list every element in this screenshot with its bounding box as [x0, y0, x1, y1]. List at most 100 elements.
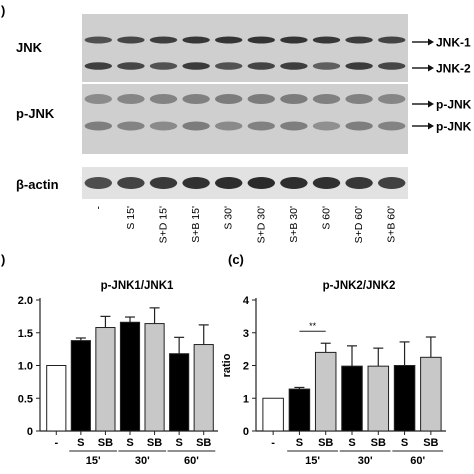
- blot-band: [345, 36, 373, 44]
- group-label: 15': [305, 455, 320, 467]
- western-blot-panel: ) JNK JNK-1 JNK-2 p-JNK p-JNK p-JNK β-actin - S 1…: [1, 3, 472, 243]
- blot-band: [247, 62, 275, 70]
- lane-label: S 30': [223, 206, 235, 230]
- blot-row-label: β-actin: [16, 177, 59, 192]
- chart-pjnk1-jnk1: ) p-JNK1/JNK1 0 0.5 1.0 1.5 2.0 - S SB S SB S SB 15' 30…: [1, 252, 218, 467]
- blot-band: [117, 121, 145, 131]
- blot-band: [215, 177, 243, 189]
- lane-label: -: [92, 206, 104, 210]
- bar: [314, 351, 337, 432]
- y-tick-label: 0: [243, 426, 249, 438]
- blot-band: [280, 94, 308, 104]
- bar: [420, 356, 442, 432]
- blot-band: [378, 94, 406, 104]
- blot-band: [280, 121, 308, 131]
- group-label: 60': [184, 455, 199, 467]
- significance-label: **: [309, 321, 317, 331]
- panel-label: ): [1, 252, 5, 267]
- blot-band: [378, 62, 406, 70]
- blot-band: [182, 121, 210, 131]
- blot-band: [117, 94, 145, 104]
- blot-band: [149, 121, 178, 131]
- blot-band: [84, 36, 112, 44]
- blot-band: [312, 121, 341, 131]
- bar: [288, 388, 311, 432]
- category-label: S: [296, 437, 303, 449]
- blot-band: [84, 121, 112, 131]
- arrow-icon: [428, 100, 434, 108]
- bar: [46, 365, 67, 432]
- blot-band: [149, 177, 178, 189]
- group-label: 30': [358, 455, 373, 467]
- bar: [341, 365, 363, 432]
- bar: [95, 327, 116, 432]
- blot-band: [215, 121, 243, 131]
- blot-strip-p-jnk: [82, 84, 408, 154]
- panel-label: (c): [228, 252, 244, 267]
- category-label: SB: [147, 437, 162, 449]
- y-tick-label: 0: [27, 426, 33, 438]
- category-label: SB: [196, 437, 211, 449]
- blot-band: [182, 62, 210, 70]
- y-tick-label: 1: [243, 393, 249, 405]
- y-tick-label: 3: [243, 328, 249, 340]
- chart-title: p-JNK2/JNK2: [323, 280, 396, 292]
- category-label: S: [126, 437, 133, 449]
- blot-band: [345, 62, 373, 70]
- blot-band: [280, 177, 308, 189]
- lane-label: S+D 30': [255, 206, 267, 243]
- blot-band: [312, 94, 341, 104]
- blot-band: [378, 36, 406, 44]
- y-tick-label: 1.5: [18, 328, 33, 340]
- y-axis-label: ratio: [221, 353, 233, 377]
- y-tick-label: 2: [243, 361, 249, 373]
- blot-band: [215, 94, 243, 104]
- y-tick-label: 0.5: [18, 393, 33, 405]
- blot-band: [215, 62, 243, 70]
- blot-band: [345, 94, 373, 104]
- blot-band: [378, 121, 406, 131]
- y-tick-label: 2.0: [18, 295, 33, 307]
- y-tick-label: 4: [243, 295, 250, 307]
- blot-band: [215, 36, 243, 44]
- bar: [393, 365, 416, 432]
- category-label: SB: [98, 437, 113, 449]
- blot-band: [117, 177, 145, 189]
- blot-band: [312, 62, 341, 70]
- blot-band: [247, 94, 275, 104]
- blot-band: [117, 62, 145, 70]
- arrow-label: JNK-1: [436, 36, 471, 50]
- category-label: SB: [371, 437, 386, 449]
- lane-label: S 60': [321, 206, 333, 230]
- blot-band: [378, 177, 406, 189]
- blot-band: [182, 177, 210, 189]
- blot-band: [280, 36, 308, 44]
- group-label: 60': [410, 455, 425, 467]
- arrow-label: p-JNK: [436, 98, 472, 112]
- blot-row-label: p-JNK: [16, 106, 55, 121]
- blot-row-label: JNK: [16, 40, 43, 55]
- category-label: -: [54, 437, 58, 449]
- blot-band: [117, 36, 145, 44]
- blot-band: [149, 36, 178, 44]
- lane-label: S+B 15': [190, 206, 202, 243]
- bar: [367, 365, 390, 432]
- blot-band: [84, 62, 112, 70]
- lane-label: S 15': [125, 206, 137, 230]
- blot-band: [247, 177, 275, 189]
- category-label: S: [175, 437, 182, 449]
- group-label: 30': [135, 455, 150, 467]
- category-label: SB: [423, 437, 438, 449]
- category-label: S: [401, 437, 408, 449]
- blot-band: [149, 94, 178, 104]
- blot-band: [84, 177, 112, 189]
- bar: [144, 323, 165, 432]
- blot-band: [280, 62, 308, 70]
- category-label: SB: [318, 437, 333, 449]
- blot-band: [84, 94, 112, 104]
- arrow-icon: [428, 64, 434, 72]
- lane-label: S+D 15': [158, 206, 170, 243]
- blot-band: [149, 62, 178, 70]
- lane-label: S+B 30': [288, 206, 300, 243]
